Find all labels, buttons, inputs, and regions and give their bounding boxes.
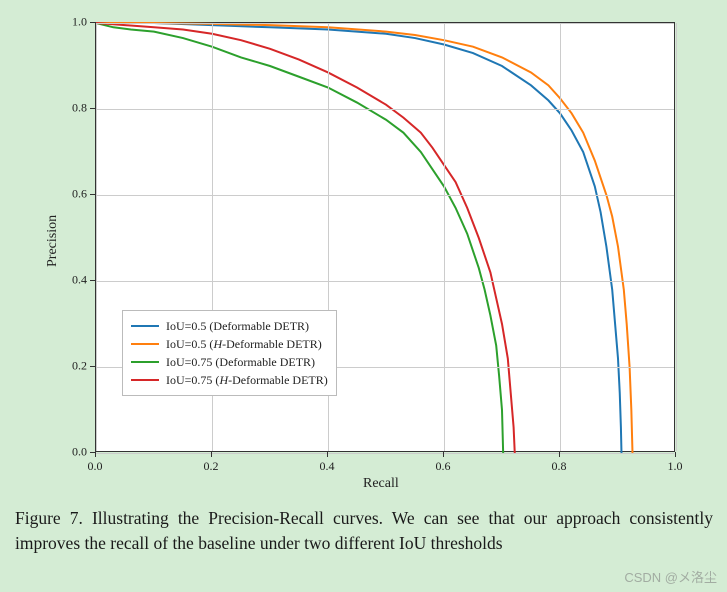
legend-row: IoU=0.5 (Deformable DETR) (131, 317, 328, 335)
legend-row: IoU=0.75 (H-Deformable DETR) (131, 371, 328, 389)
ytick-label: 1.0 (65, 15, 87, 30)
legend-row: IoU=0.75 (Deformable DETR) (131, 353, 328, 371)
figure-caption: Figure 7. Illustrating the Precision-Rec… (15, 506, 713, 557)
ytick-mark (90, 280, 95, 281)
caption-label: Figure 7. (15, 508, 92, 528)
xtick-mark (559, 452, 560, 457)
xtick-mark (95, 452, 96, 457)
legend-label: IoU=0.5 (H-Deformable DETR) (166, 337, 322, 352)
gridline-h (96, 281, 674, 282)
gridline-v (560, 23, 561, 451)
legend-color-line (131, 343, 159, 345)
xtick-label: 0.2 (204, 459, 219, 474)
legend-color-line (131, 361, 159, 363)
x-axis-label: Recall (363, 476, 399, 492)
xtick-mark (675, 452, 676, 457)
ytick-label: 0.2 (65, 359, 87, 374)
legend-label: IoU=0.75 (H-Deformable DETR) (166, 373, 328, 388)
chart-legend: IoU=0.5 (Deformable DETR) IoU=0.5 (H-Defo… (122, 310, 337, 396)
xtick-label: 1.0 (668, 459, 683, 474)
ytick-mark (90, 108, 95, 109)
xtick-mark (211, 452, 212, 457)
ytick-label: 0.4 (65, 273, 87, 288)
ytick-label: 0.0 (65, 445, 87, 460)
watermark-text: CSDN @メ洛尘 (624, 567, 717, 586)
ytick-label: 0.6 (65, 187, 87, 202)
y-axis-label: Precision (45, 215, 61, 267)
xtick-mark (327, 452, 328, 457)
legend-label: IoU=0.75 (Deformable DETR) (166, 355, 315, 370)
xtick-label: 0.6 (436, 459, 451, 474)
ytick-mark (90, 452, 95, 453)
ytick-mark (90, 194, 95, 195)
gridline-h (96, 195, 674, 196)
gridline-v (96, 23, 97, 451)
ytick-label: 0.8 (65, 101, 87, 116)
legend-color-line (131, 379, 159, 381)
legend-row: IoU=0.5 (H-Deformable DETR) (131, 335, 328, 353)
gridline-h (96, 23, 674, 24)
xtick-label: 0.8 (552, 459, 567, 474)
xtick-label: 0.0 (88, 459, 103, 474)
gridline-h (96, 453, 674, 454)
gridline-h (96, 109, 674, 110)
caption-text: Illustrating the Precision-Recall curves… (15, 508, 713, 553)
gridline-v (676, 23, 677, 451)
legend-color-line (131, 325, 159, 327)
ytick-mark (90, 22, 95, 23)
ytick-mark (90, 366, 95, 367)
xtick-mark (443, 452, 444, 457)
xtick-label: 0.4 (320, 459, 335, 474)
gridline-v (444, 23, 445, 451)
legend-label: IoU=0.5 (Deformable DETR) (166, 319, 309, 334)
